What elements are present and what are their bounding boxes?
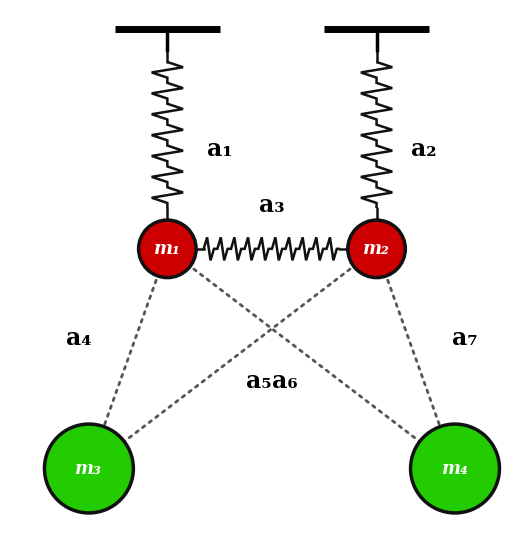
Circle shape xyxy=(411,424,499,513)
Text: m₂: m₂ xyxy=(363,240,390,258)
Text: a₆: a₆ xyxy=(272,369,298,393)
Text: a₁: a₁ xyxy=(207,138,232,162)
Text: a₄: a₄ xyxy=(66,326,92,350)
Circle shape xyxy=(44,424,133,513)
Circle shape xyxy=(139,220,196,278)
Text: m₄: m₄ xyxy=(441,459,469,477)
Text: a₇: a₇ xyxy=(452,326,478,350)
Text: a₅: a₅ xyxy=(246,369,271,393)
Text: a₃: a₃ xyxy=(259,194,285,217)
Text: m₁: m₁ xyxy=(154,240,181,258)
Circle shape xyxy=(348,220,405,278)
Text: m₃: m₃ xyxy=(75,459,103,477)
Text: a₂: a₂ xyxy=(411,138,436,162)
